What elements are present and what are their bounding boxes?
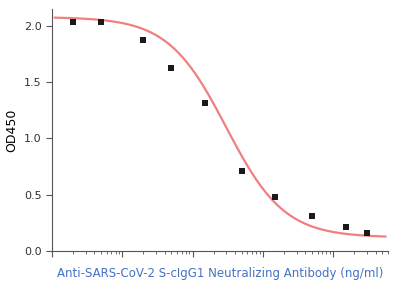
Point: [342, 225, 349, 230]
Point: [70, 19, 76, 24]
Point: [364, 230, 370, 235]
Point: [98, 19, 104, 24]
Point: [309, 214, 315, 218]
Point: [272, 195, 278, 200]
Point: [202, 100, 208, 105]
Point: [238, 169, 245, 174]
X-axis label: Anti-SARS-CoV-2 S-cIgG1 Neutralizing Antibody (ng/ml): Anti-SARS-CoV-2 S-cIgG1 Neutralizing Ant…: [57, 267, 383, 280]
Y-axis label: OD450: OD450: [5, 108, 18, 152]
Point: [140, 37, 147, 42]
Point: [168, 65, 175, 70]
